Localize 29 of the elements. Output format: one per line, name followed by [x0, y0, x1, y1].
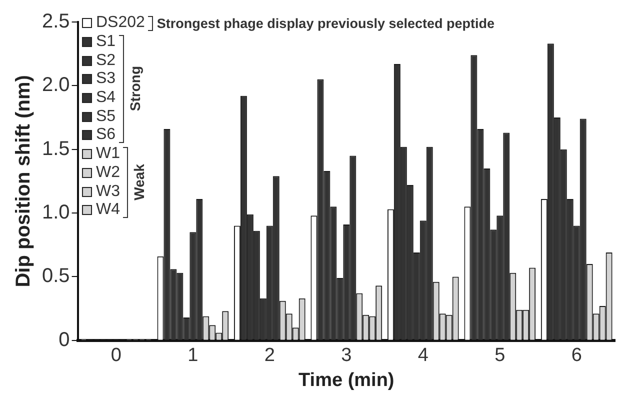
y-tick-label: 0: [58, 328, 70, 351]
legend-label: S3: [96, 70, 116, 88]
legend-label: S4: [96, 89, 116, 108]
y-tick-label: 2.5: [42, 10, 70, 33]
x-tick-label: 2: [264, 345, 275, 366]
y-tick-label: 1.5: [42, 138, 70, 160]
annotation: Strong: [126, 66, 143, 112]
x-tick-label: 1: [188, 345, 198, 366]
annotation: Weak: [131, 164, 147, 200]
y-tick-label: 1.0: [42, 202, 70, 224]
legend-label: S1: [96, 33, 116, 52]
x-tick-label: 5: [494, 345, 506, 366]
legend-label: S5: [96, 108, 116, 126]
y-axis-title: Dip position shift (nm): [12, 75, 35, 288]
legend-label: DS202: [96, 14, 145, 32]
x-tick-label: 0: [110, 345, 122, 366]
legend-label: W3: [96, 182, 120, 201]
x-axis-title: Time (min): [298, 370, 394, 391]
legend-label: W4: [96, 201, 120, 220]
legend-label: S6: [96, 126, 116, 144]
x-tick-label: 6: [571, 345, 582, 366]
legend-label: W2: [96, 164, 120, 182]
legend-label: S2: [96, 52, 116, 70]
x-tick-label: 3: [341, 345, 352, 366]
x-tick-label: 4: [418, 345, 429, 366]
annotation: Strongest phage display previously selected peptide: [156, 14, 495, 33]
legend-label: W1: [96, 145, 120, 164]
y-tick-label: 2.0: [42, 74, 70, 96]
y-tick-label: 0.5: [42, 265, 70, 288]
